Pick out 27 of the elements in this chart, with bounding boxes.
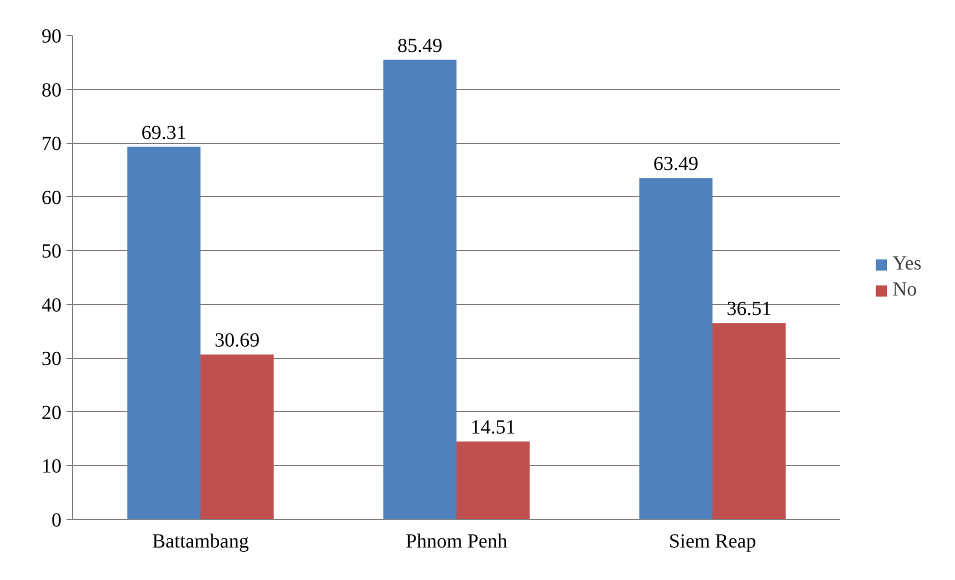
bar [456,441,530,520]
data-label: 30.69 [214,329,260,352]
data-label: 85.49 [397,34,442,57]
bar [127,146,200,520]
y-tick-label: 80 [42,79,62,102]
legend-label: No [892,278,917,302]
x-tick-label: Phnom Penh [406,530,508,552]
x-tick-label: Siem Reap [668,530,756,552]
y-tick-label: 0 [52,510,62,532]
bar [639,178,712,520]
data-label: 69.31 [141,122,186,144]
y-tick-label: 50 [42,240,62,263]
y-tick-label: 60 [42,186,62,209]
bar [383,60,456,520]
data-label: 36.51 [726,298,772,320]
y-tick-label: 20 [42,402,62,424]
legend-label: Yes [892,252,922,276]
y-tick-label: 30 [42,348,62,370]
x-tick-label: Battambang [152,530,249,552]
bar [712,323,786,520]
y-tick-label: 70 [42,133,62,156]
data-label: 63.49 [653,153,698,176]
y-tick-label: 90 [42,26,62,48]
bar [200,354,274,520]
data-label: 14.51 [470,416,516,438]
y-tick-label: 10 [42,456,62,478]
y-tick-label: 40 [42,294,62,316]
